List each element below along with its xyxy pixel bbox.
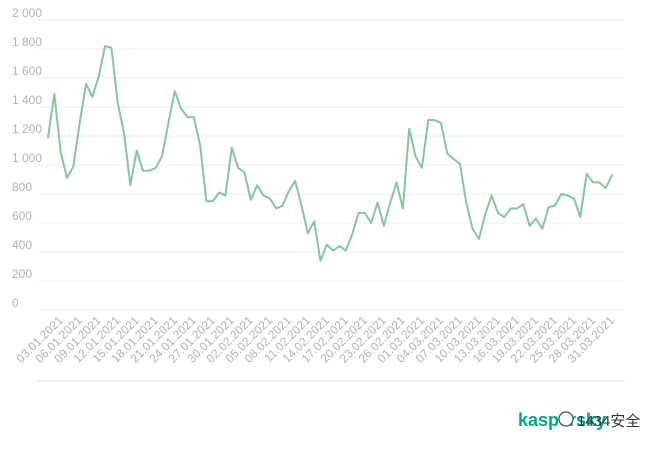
y-tick-label: 2 000 [12, 6, 42, 20]
y-tick-label: 600 [12, 209, 32, 223]
y-axis-ticks: 0 200 400 600 800 1 000 1 200 1 400 1 600 1 800 2 … [12, 6, 42, 310]
watermark-text: 1434安全 [577, 412, 640, 430]
y-tick-label: 1 600 [12, 64, 42, 78]
watermark: kaspersky 1434安全 [518, 410, 640, 430]
x-axis-ticks: 03.01.202106.01.202109.01.202112.01.2021… [13, 313, 617, 366]
y-tick-label: 1 200 [12, 122, 42, 136]
grid-layer [38, 20, 625, 310]
y-tick-label: 400 [12, 238, 32, 252]
wechat-icon [559, 412, 573, 426]
y-tick-label: 1 800 [12, 35, 42, 49]
y-tick-label: 1 000 [12, 151, 42, 165]
y-tick-label: 0 [12, 296, 19, 310]
y-tick-label: 800 [12, 180, 32, 194]
y-tick-label: 200 [12, 267, 32, 281]
y-tick-label: 1 400 [12, 93, 42, 107]
